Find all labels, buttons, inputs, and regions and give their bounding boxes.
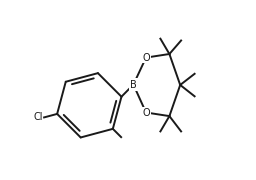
Text: O: O [142,107,150,118]
Text: B: B [130,80,137,90]
Text: Cl: Cl [34,112,43,122]
Text: O: O [142,53,150,63]
